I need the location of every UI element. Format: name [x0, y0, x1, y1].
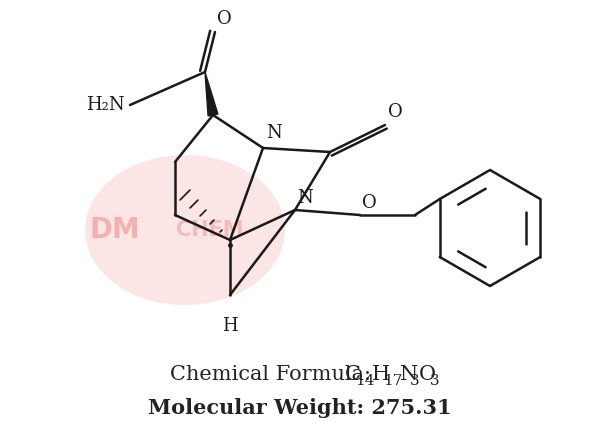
Text: C: C	[345, 365, 361, 384]
Text: O: O	[217, 10, 232, 28]
Text: H: H	[222, 317, 238, 335]
Text: N: N	[400, 365, 418, 384]
Text: N: N	[297, 189, 313, 207]
Text: Molecular Weight: 275.31: Molecular Weight: 275.31	[148, 398, 452, 418]
Text: 17: 17	[383, 374, 403, 388]
Text: CHEM: CHEM	[176, 220, 244, 240]
Text: N: N	[266, 124, 282, 142]
Text: 3: 3	[410, 374, 419, 388]
Text: DM: DM	[89, 216, 140, 244]
Text: H: H	[372, 365, 390, 384]
Ellipse shape	[85, 155, 285, 305]
Text: 14: 14	[355, 374, 374, 388]
Text: H₂N: H₂N	[86, 96, 125, 114]
Text: O: O	[388, 103, 403, 121]
Text: Chemical Formula:: Chemical Formula:	[170, 365, 377, 384]
Text: O: O	[362, 194, 377, 212]
Text: O: O	[419, 365, 436, 384]
Polygon shape	[205, 72, 218, 116]
Text: 3: 3	[430, 374, 440, 388]
